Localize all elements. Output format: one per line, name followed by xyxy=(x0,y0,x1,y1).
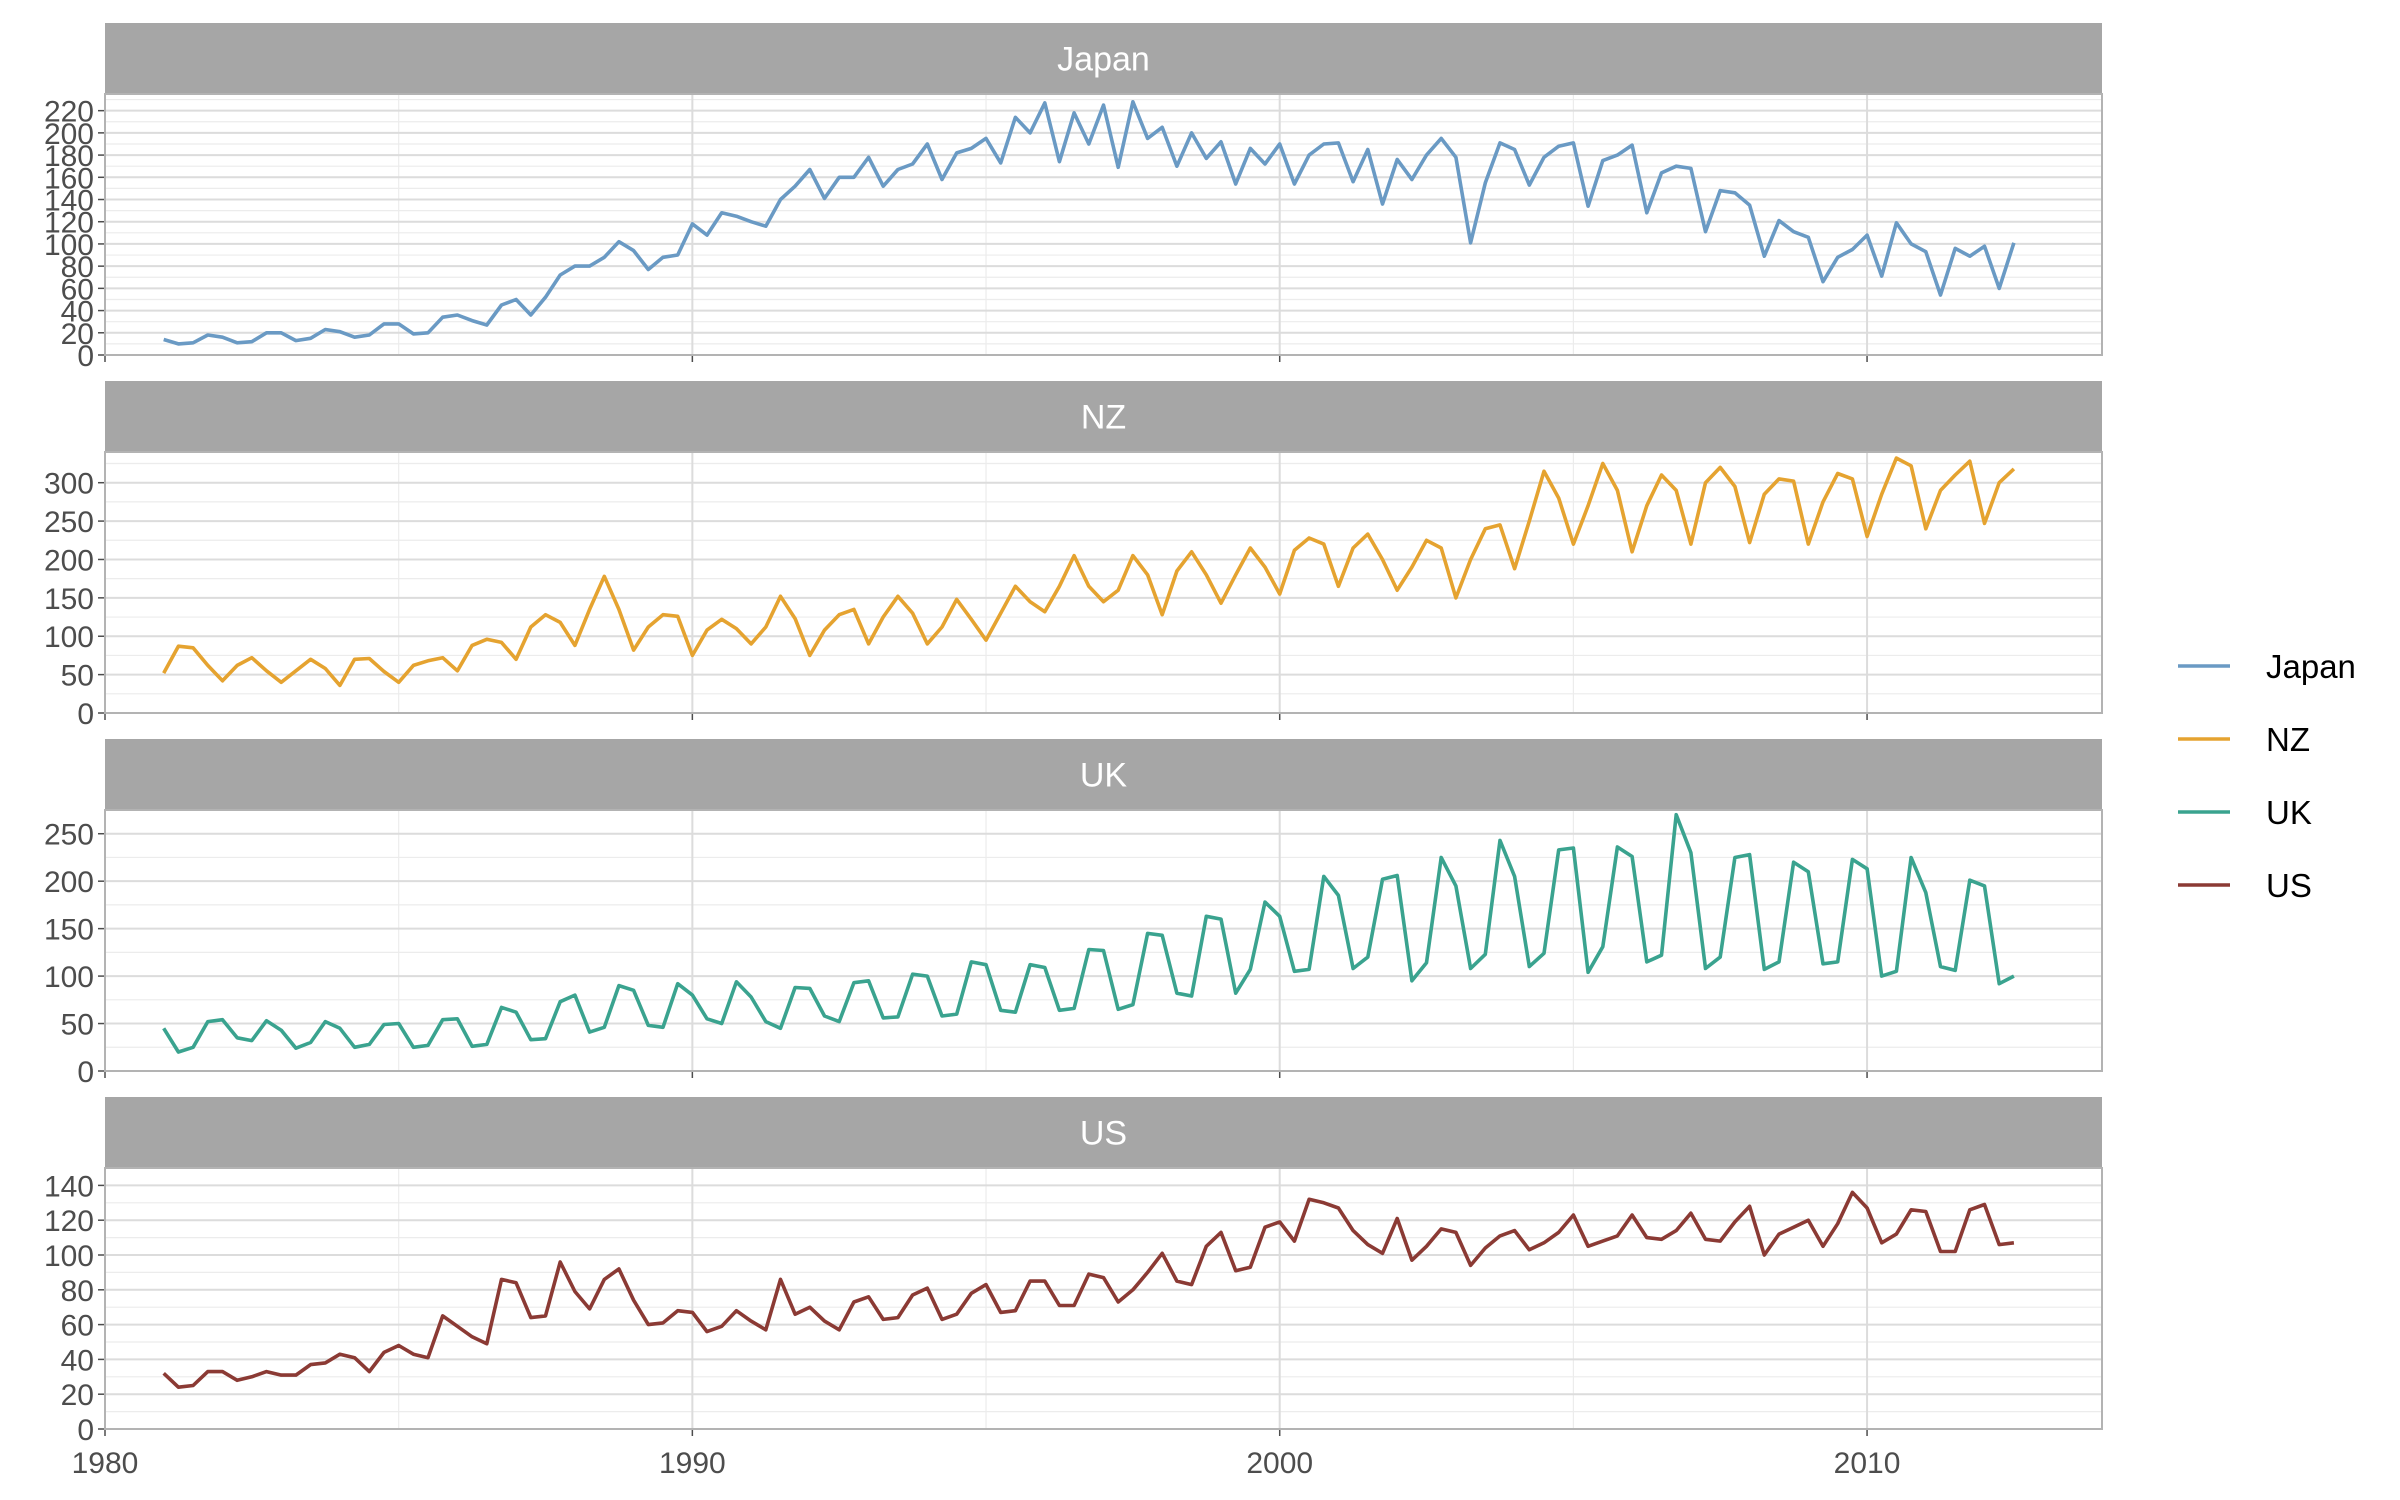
y-tick-label-uk: 50 xyxy=(61,1009,94,1042)
y-tick-label-nz: 200 xyxy=(44,544,94,577)
series-line-nz xyxy=(162,456,2016,688)
y-tick-label-japan: 0 xyxy=(77,340,94,373)
y-tick-label-us: 140 xyxy=(44,1170,94,1203)
y-tick-label-japan: 100 xyxy=(44,229,94,262)
legend-label-uk: UK xyxy=(2266,794,2312,831)
y-tick-label-us: 20 xyxy=(61,1379,94,1412)
y-tick-label-uk: 150 xyxy=(44,914,94,947)
y-tick-label-uk: 100 xyxy=(44,961,94,994)
panel-border-nz xyxy=(104,451,2103,714)
series-line-us xyxy=(162,1190,2015,1389)
x-tick-label: 2010 xyxy=(1834,1447,1901,1480)
legend-label-us: US xyxy=(2266,867,2312,904)
legend-label-japan: Japan xyxy=(2266,648,2356,685)
facet-title-japan: Japan xyxy=(1057,41,1150,79)
y-tick-label-nz: 50 xyxy=(61,660,94,693)
facet-strip-nz xyxy=(105,381,2102,452)
y-tick-label-japan: 20 xyxy=(61,318,94,351)
y-tick-label-us: 80 xyxy=(61,1275,94,1308)
y-tick-label-japan: 140 xyxy=(44,185,94,218)
x-tick-label: 2000 xyxy=(1246,1447,1313,1480)
y-tick-label-us: 40 xyxy=(61,1344,94,1377)
series-line-uk xyxy=(162,812,2015,1054)
series-line-japan xyxy=(163,100,2016,346)
legend-label-nz: NZ xyxy=(2266,721,2310,758)
y-tick-label-japan: 180 xyxy=(44,140,94,173)
y-tick-label-nz: 300 xyxy=(44,468,94,501)
facet-title-uk: UK xyxy=(1080,757,1128,795)
y-tick-label-nz: 150 xyxy=(44,583,94,616)
x-tick-label: 1980 xyxy=(72,1447,139,1480)
y-tick-label-japan: 220 xyxy=(44,96,94,129)
y-tick-label-us: 120 xyxy=(44,1205,94,1238)
facet-strip-japan xyxy=(105,23,2102,94)
y-tick-label-us: 60 xyxy=(61,1310,94,1343)
panel-background-us xyxy=(105,1168,2102,1429)
y-tick-label-japan: 160 xyxy=(44,162,94,195)
y-tick-label-nz: 100 xyxy=(44,621,94,654)
panel-border-uk xyxy=(104,809,2103,1072)
facet-title-us: US xyxy=(1080,1115,1127,1153)
y-tick-label-us: 0 xyxy=(77,1414,94,1447)
y-tick-label-uk: 0 xyxy=(77,1056,94,1089)
y-tick-label-nz: 250 xyxy=(44,506,94,539)
facet-strip-uk xyxy=(105,739,2102,810)
panel-border-japan xyxy=(104,93,2103,356)
panel-border-us xyxy=(104,1167,2103,1430)
y-tick-label-japan: 60 xyxy=(61,273,94,306)
x-tick-label: 1990 xyxy=(659,1447,726,1480)
y-tick-label-nz: 0 xyxy=(77,698,94,731)
panel-background-nz xyxy=(105,452,2102,713)
y-tick-label-us: 100 xyxy=(44,1240,94,1273)
facet-strip-us xyxy=(105,1097,2102,1168)
y-tick-label-uk: 200 xyxy=(44,866,94,899)
y-tick-label-japan: 80 xyxy=(61,251,94,284)
facet-title-nz: NZ xyxy=(1081,399,1126,437)
y-tick-label-uk: 250 xyxy=(44,819,94,852)
y-tick-label-japan: 120 xyxy=(44,207,94,240)
y-tick-label-japan: 40 xyxy=(61,296,94,329)
y-tick-label-japan: 200 xyxy=(44,118,94,151)
